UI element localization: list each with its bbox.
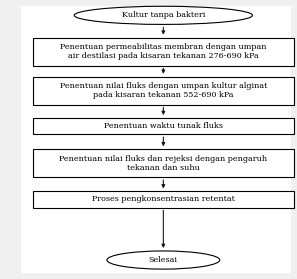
Ellipse shape <box>107 251 220 269</box>
FancyBboxPatch shape <box>21 6 291 273</box>
Text: Penentuan waktu tunak fluks: Penentuan waktu tunak fluks <box>104 122 223 130</box>
Bar <box>33 118 294 134</box>
Text: Selesai: Selesai <box>149 256 178 264</box>
Bar <box>33 38 294 66</box>
Text: Proses pengkonsentrasian retentat: Proses pengkonsentrasian retentat <box>92 196 235 203</box>
Ellipse shape <box>74 6 252 25</box>
Text: Penentuan nilai fluks dan rejeksi dengan pengaruh
tekanan dan suhu: Penentuan nilai fluks dan rejeksi dengan… <box>59 155 267 172</box>
Text: Kultur tanpa bakteri: Kultur tanpa bakteri <box>122 11 205 19</box>
Bar <box>33 77 294 105</box>
Text: Penentuan nilai fluks dengan umpan kultur alginat
pada kisaran tekanan 552-690 k: Penentuan nilai fluks dengan umpan kultu… <box>60 82 267 99</box>
Bar <box>33 149 294 177</box>
Text: Penentuan permeabilitas membran dengan umpan
air destilasi pada kisaran tekanan : Penentuan permeabilitas membran dengan u… <box>60 43 267 60</box>
Bar <box>33 191 294 208</box>
